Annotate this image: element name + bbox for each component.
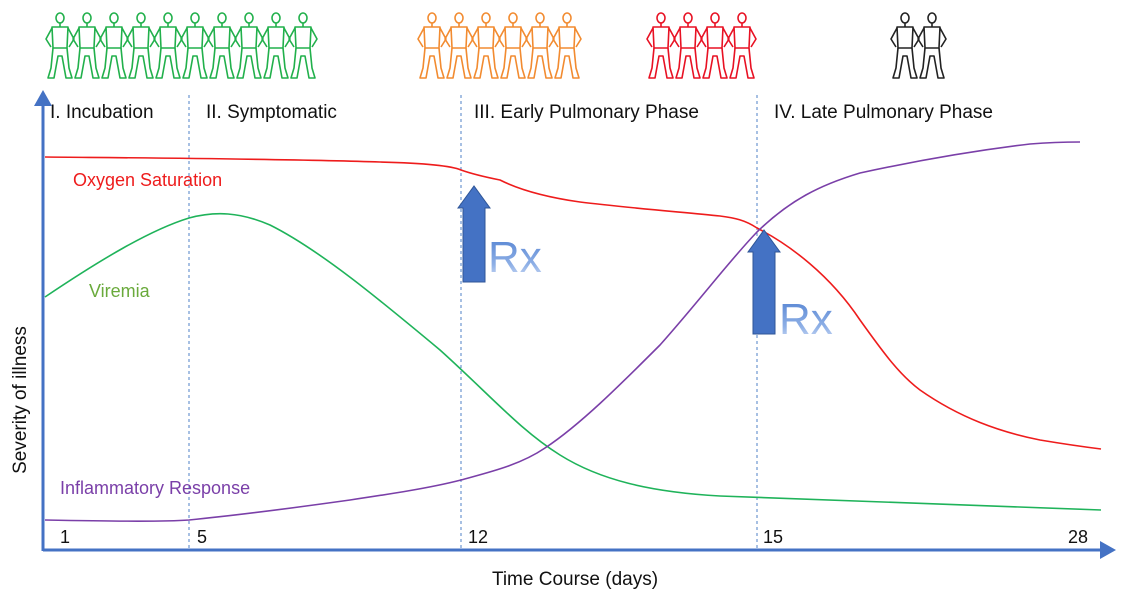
rx-label: Rx — [488, 233, 542, 282]
person-figure — [261, 12, 291, 79]
series-label-inflammatory-response: Inflammatory Response — [60, 478, 250, 498]
person-figure — [890, 12, 920, 79]
person-figure — [153, 12, 183, 79]
person-figure — [180, 12, 210, 79]
person-figure — [727, 12, 757, 79]
series-label-oxygen-saturation: Oxygen Saturation — [73, 170, 222, 190]
person-figure — [207, 12, 237, 79]
person-figure — [417, 12, 447, 79]
rx-arrow: Rx — [747, 229, 833, 344]
person-figure — [99, 12, 129, 79]
x-tick-label: 15 — [763, 527, 783, 547]
inflammatory-response-line — [44, 141, 1081, 522]
x-axis-arrowhead — [1100, 541, 1116, 559]
person-figure — [700, 12, 730, 79]
person-figure — [498, 12, 528, 79]
people-row — [45, 12, 947, 79]
person-figure — [72, 12, 102, 79]
person-figure — [552, 12, 582, 79]
x-axis-label: Time Course (days) — [492, 569, 658, 590]
y-axis-label: Severity of illness — [10, 326, 31, 474]
person-figure — [646, 12, 676, 79]
y-axis-arrowhead — [34, 90, 52, 106]
person-figure — [288, 12, 318, 79]
x-tick-label: 12 — [468, 527, 488, 547]
viremia-line — [44, 212, 1102, 511]
phase-label: I. Incubation — [50, 102, 154, 123]
person-figure — [673, 12, 703, 79]
phase-label: IV. Late Pulmonary Phase — [774, 102, 993, 123]
person-figure — [917, 12, 947, 79]
rx-label: Rx — [779, 295, 833, 344]
x-tick-label: 5 — [197, 527, 207, 547]
person-figure — [234, 12, 264, 79]
person-figure — [126, 12, 156, 79]
person-figure — [525, 12, 555, 79]
x-tick-label: 1 — [60, 527, 70, 547]
person-figure — [471, 12, 501, 79]
person-figure — [444, 12, 474, 79]
phase-label: II. Symptomatic — [206, 102, 337, 123]
rx-arrow: Rx — [457, 185, 542, 283]
x-tick-label: 28 — [1068, 527, 1088, 547]
series-label-viremia: Viremia — [89, 281, 151, 301]
person-figure — [45, 12, 75, 79]
phase-label: III. Early Pulmonary Phase — [474, 102, 699, 123]
oxygen-saturation-line — [44, 156, 1102, 450]
